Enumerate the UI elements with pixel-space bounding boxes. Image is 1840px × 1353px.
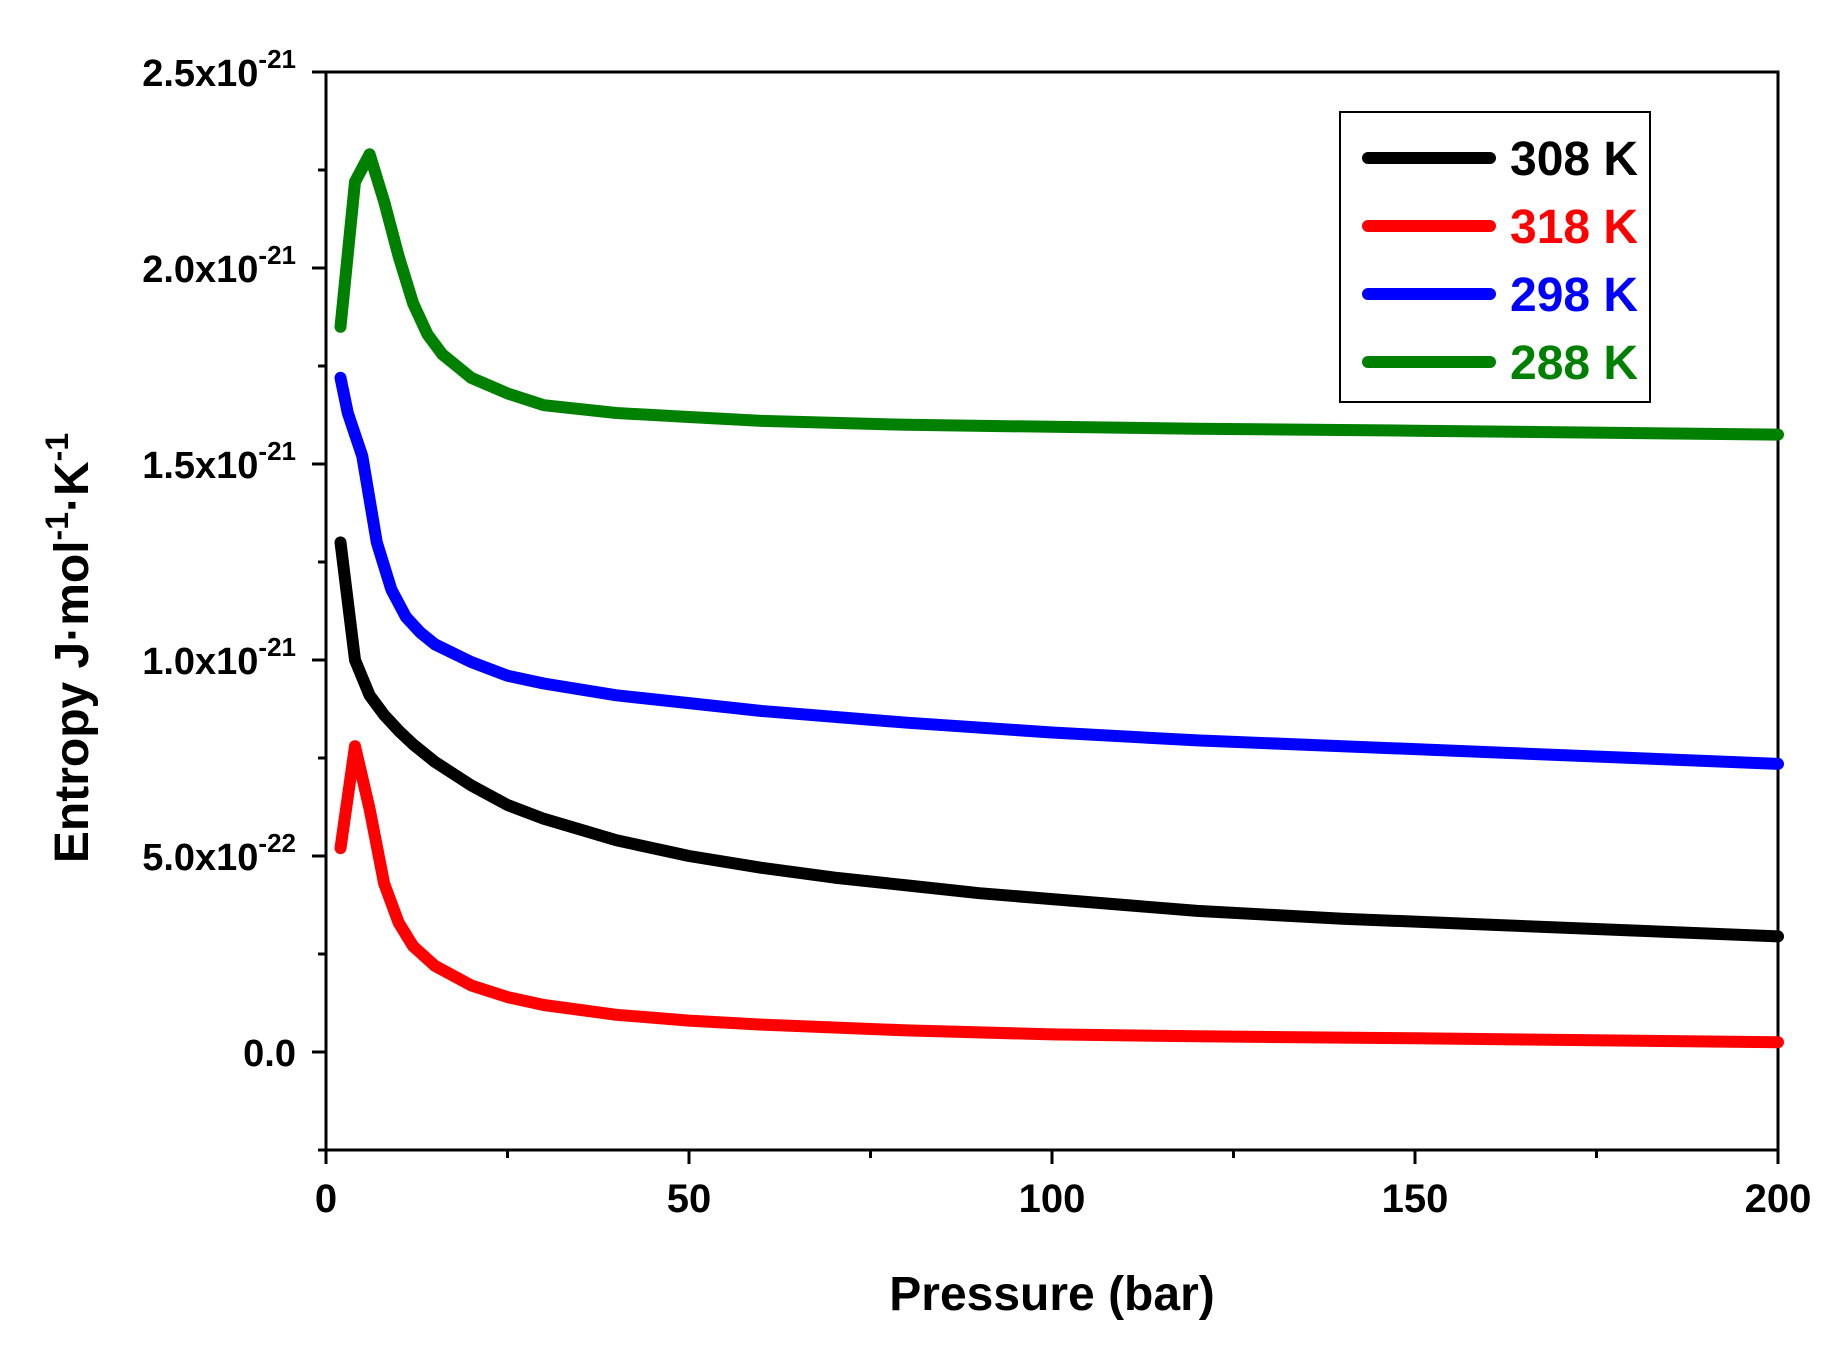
legend-label: 318 K <box>1510 201 1638 254</box>
x-tick-label: 50 <box>667 1177 712 1221</box>
series-layer <box>334 148 1784 1049</box>
y-tick-label: 1.0x10-21 <box>142 632 296 683</box>
y-tick-mantissa: 2.0x10 <box>142 249 258 291</box>
legend-label: 308 K <box>1510 133 1638 186</box>
y-tick-exponent: -21 <box>258 632 296 662</box>
y-axis-title-main: Entropy J·mol <box>46 540 99 863</box>
y-tick-mantissa: 1.5x10 <box>142 445 258 487</box>
y-tick-label: 1.5x10-21 <box>142 436 296 487</box>
y-tick-label: 5.0x10-22 <box>142 828 296 879</box>
x-tick-label: 0 <box>315 1177 337 1221</box>
y-tick-label: 2.5x10-21 <box>142 44 296 95</box>
series-line-318-k <box>334 740 1784 1049</box>
series-line-308-k <box>334 536 1784 943</box>
x-axis-title: Pressure (bar) <box>889 1268 1214 1321</box>
y-tick-label: 2.0x10-21 <box>142 240 296 291</box>
legend: 308 K 318 K 298 K 288 K <box>1339 111 1651 403</box>
legend-label: 298 K <box>1510 269 1638 322</box>
axes-layer: 0 50 100 150 2000.05.0x10-221.0x10-211.5x10-… <box>142 44 1811 1221</box>
x-tick-label: 150 <box>1382 1177 1449 1221</box>
y-tick-exponent: -21 <box>258 240 296 270</box>
y-tick-label: 0.0 <box>243 1033 296 1075</box>
y-tick-exponent: -22 <box>258 828 296 858</box>
y-tick-mantissa: 0.0 <box>243 1033 296 1075</box>
series-line-298-k <box>334 371 1784 770</box>
y-tick-exponent: -21 <box>258 436 296 466</box>
series-line-288-k <box>334 148 1784 441</box>
legend-items: 308 K 318 K 298 K 288 K <box>1362 133 1638 390</box>
y-tick-exponent: -21 <box>258 44 296 74</box>
y-tick-mantissa: 1.0x10 <box>142 641 258 683</box>
x-tick-label: 100 <box>1019 1177 1086 1221</box>
y-axis-title-exp-1: -1 <box>39 512 75 540</box>
y-tick-mantissa: 5.0x10 <box>142 837 258 879</box>
y-axis-title-exp-2: -1 <box>39 433 75 461</box>
y-tick-mantissa: 2.5x10 <box>142 53 258 95</box>
x-tick-label: 200 <box>1745 1177 1812 1221</box>
legend-label: 288 K <box>1510 337 1638 390</box>
y-axis-title-unit-k: ·K <box>46 461 99 512</box>
y-axis-title: Entropy J·mol-1·K-1 <box>39 433 99 863</box>
